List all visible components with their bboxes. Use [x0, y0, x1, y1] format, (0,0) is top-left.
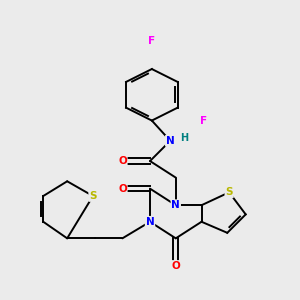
Text: O: O	[118, 184, 127, 194]
Text: O: O	[171, 261, 180, 271]
Text: H: H	[180, 133, 188, 143]
Text: N: N	[166, 136, 175, 146]
Text: F: F	[148, 36, 155, 46]
Text: S: S	[225, 187, 233, 197]
Text: F: F	[200, 116, 207, 126]
Text: N: N	[171, 200, 180, 210]
Text: N: N	[146, 217, 154, 227]
Text: O: O	[118, 156, 127, 166]
Text: S: S	[89, 191, 97, 201]
